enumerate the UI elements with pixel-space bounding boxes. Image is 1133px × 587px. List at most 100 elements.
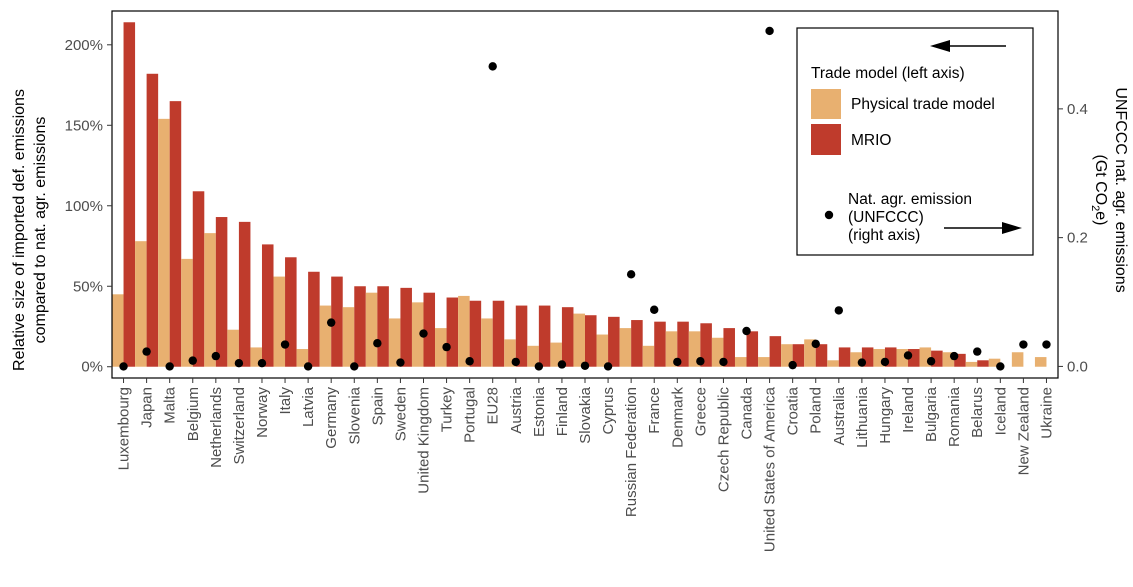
bar-mrio-estonia — [538, 305, 551, 367]
point-unfccc-greece — [696, 357, 705, 366]
right-axis: 0.0 0.2 0.4 — [1058, 101, 1088, 375]
bar-mrio-greece — [700, 323, 712, 367]
bar-physical-canada — [734, 357, 747, 367]
left-arrow-icon — [930, 40, 950, 52]
legend-swatch-mrio — [811, 124, 841, 155]
bar-physical-ukraine — [1034, 357, 1047, 367]
x-tick-label-ukraine: Ukraine — [1038, 387, 1055, 439]
point-unfccc-russian-federation — [626, 270, 636, 279]
x-tick-label-france: France — [646, 387, 663, 434]
bar-mrio-slovakia — [585, 315, 597, 367]
x-tick-label-malta: Malta — [162, 386, 179, 423]
bar-physical-malta — [158, 118, 170, 367]
right-axis-title-line2: (Gt CO2e) — [1089, 154, 1109, 225]
point-unfccc-canada — [742, 326, 751, 336]
point-unfccc-luxembourg — [119, 362, 128, 371]
bar-mrio-united-kingdom — [423, 292, 436, 367]
bar-physical-belgium — [181, 258, 193, 367]
bar-mrio-united-states-of-america — [769, 336, 782, 367]
left-tick-label: 100% — [65, 198, 103, 215]
bar-physical-romania — [942, 352, 955, 367]
point-unfccc-germany — [326, 318, 336, 327]
x-tick-label-united-states-of-america: United States of America — [762, 386, 779, 552]
x-tick-label-japan: Japan — [139, 387, 156, 428]
legend: Trade model (left axis) Physical trade m… — [796, 27, 1034, 256]
point-unfccc-iceland — [996, 362, 1005, 371]
x-tick-label-luxembourg: Luxembourg — [116, 387, 133, 470]
point-unfccc-japan — [142, 347, 151, 356]
x-tick-label-new-zealand: New Zealand — [1015, 387, 1032, 475]
bar-mrio-lithuania — [861, 347, 874, 367]
bar-physical-greece — [688, 331, 701, 367]
x-tick-label-united-kingdom: United Kingdom — [415, 387, 432, 494]
bar-physical-portugal — [458, 295, 470, 367]
bar-physical-slovenia — [342, 307, 355, 367]
point-unfccc-united-kingdom — [419, 329, 428, 338]
bar-mrio-portugal — [469, 300, 482, 367]
bar-mrio-luxembourg — [123, 22, 136, 367]
left-axis: 0% 50% 100% 150% 200% — [65, 37, 112, 376]
x-tick-label-lithuania: Lithuania — [854, 386, 871, 448]
bar-physical-iceland — [988, 358, 1001, 367]
point-unfccc-austria — [511, 357, 520, 367]
bar-mrio-turkey — [446, 297, 459, 367]
x-tick-label-eu28: EU28 — [485, 387, 502, 425]
bar-physical-russian-federation — [619, 328, 632, 367]
bar-physical-ireland — [896, 349, 909, 367]
point-unfccc-united-states-of-america — [765, 26, 774, 36]
point-unfccc-new-zealand — [1019, 340, 1028, 349]
x-tick-label-canada: Canada — [739, 386, 756, 439]
right-axis-title-line1: UNFCCC nat. agr. emissions — [1112, 87, 1129, 292]
bar-mrio-eu28 — [492, 300, 505, 367]
left-axis-title-line2: compared to nat. agr. emissions — [32, 117, 49, 344]
x-tick-label-portugal: Portugal — [462, 387, 479, 443]
point-unfccc-turkey — [442, 342, 451, 352]
legend-swatch-physical — [811, 89, 841, 119]
bar-mrio-malta — [169, 101, 182, 367]
x-tick-label-italy: Italy — [277, 387, 294, 415]
x-tick-label-latvia: Latvia — [300, 386, 317, 427]
bar-mrio-croatia — [792, 344, 805, 367]
bar-mrio-belgium — [192, 191, 205, 367]
x-tick-label-germany: Germany — [323, 387, 340, 449]
x-tick-label-ireland: Ireland — [900, 387, 917, 433]
bar-physical-cyprus — [596, 334, 609, 367]
point-unfccc-cyprus — [603, 362, 613, 371]
legend-label-mrio: MRIO — [851, 132, 891, 149]
bar-mrio-hungary — [884, 347, 897, 367]
bar-mrio-cyprus — [608, 316, 620, 367]
point-unfccc-hungary — [880, 357, 890, 367]
bar-physical-croatia — [781, 344, 793, 367]
point-unfccc-sweden — [396, 358, 405, 367]
x-tick-label-croatia: Croatia — [785, 386, 802, 435]
bars-layer — [112, 22, 1047, 367]
point-unfccc-switzerland — [234, 358, 244, 368]
x-tick-label-norway: Norway — [254, 387, 271, 438]
bar-mrio-ireland — [908, 349, 920, 367]
left-tick-label: 150% — [65, 117, 103, 134]
point-unfccc-croatia — [788, 360, 797, 370]
bar-physical-germany — [319, 305, 332, 367]
point-unfccc-france — [650, 305, 659, 314]
x-tick-label-denmark: Denmark — [669, 387, 686, 448]
point-unfccc-spain — [373, 339, 382, 348]
point-unfccc-poland — [811, 339, 820, 349]
point-unfccc-eu28 — [488, 62, 497, 71]
bar-mrio-italy — [285, 257, 297, 367]
bar-mrio-germany — [331, 276, 343, 367]
point-unfccc-denmark — [673, 357, 682, 367]
left-tick-label: 50% — [73, 278, 103, 295]
bar-physical-sweden — [388, 318, 401, 367]
bar-physical-netherlands — [204, 233, 216, 367]
bar-physical-spain — [365, 292, 378, 367]
left-tick-label: 0% — [81, 359, 103, 376]
x-tick-label-austria: Austria — [508, 386, 525, 433]
bar-physical-austria — [504, 339, 516, 367]
x-tick-label-romania: Romania — [946, 386, 963, 447]
point-unfccc-czech-republic — [719, 357, 728, 367]
point-unfccc-lithuania — [857, 358, 867, 367]
x-tick-label-slovakia: Slovakia — [577, 386, 594, 443]
bar-physical-slovakia — [573, 313, 585, 367]
x-tick-label-finland: Finland — [554, 387, 571, 436]
